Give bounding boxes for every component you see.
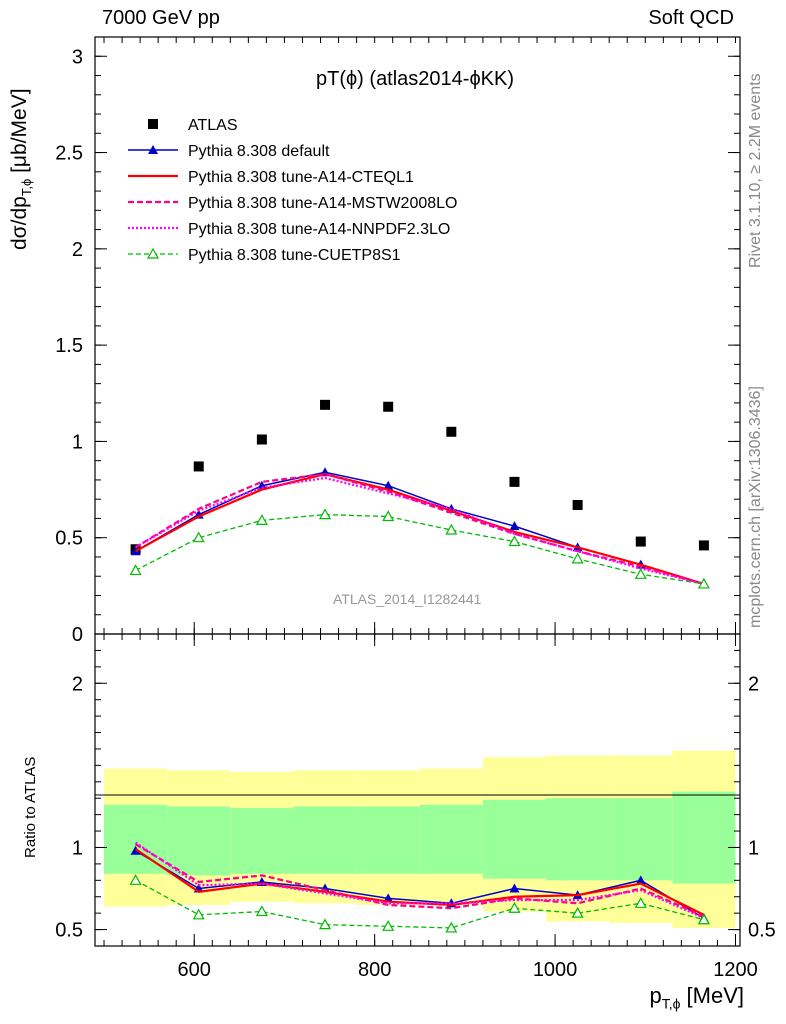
green-band-bin xyxy=(609,798,673,881)
ratio-y-tick-label-right: 2 xyxy=(748,673,759,695)
process-label: Soft QCD xyxy=(648,7,734,29)
main-y-tick-label: 2.5 xyxy=(55,143,83,165)
atlas-data-point xyxy=(256,434,267,445)
ratio-point-cuetp xyxy=(192,908,205,920)
main-point-default xyxy=(509,521,520,531)
atlas-data-point xyxy=(193,461,204,472)
axis-ticks: 0 0.5 1 1.5 2 2.5 3 0.5 0.5 1 1 2 2 600 800 1000 1200 xyxy=(55,36,776,981)
ratio-point-default xyxy=(635,875,646,885)
main-point-cuetp xyxy=(192,531,205,543)
main-y-tick-label: 1.5 xyxy=(55,335,83,357)
main-point-cuetp xyxy=(382,510,395,522)
main-point-cuetp xyxy=(445,523,458,535)
atlas-data-point xyxy=(446,426,457,437)
x-tick-label: 1000 xyxy=(533,959,578,981)
main-point-cuetp xyxy=(634,568,647,579)
ratio-y-tick-label: 2 xyxy=(72,673,83,695)
atlas-data-point xyxy=(698,540,709,551)
ratio-series-line-cteql1 xyxy=(134,848,705,916)
legend-label: Pythia 8.308 tune-A14-NNPDF2.3LO xyxy=(188,221,450,238)
green-band-bin xyxy=(293,806,357,874)
main-point-cuetp xyxy=(508,535,521,547)
green-band-bin xyxy=(419,804,483,874)
green-band-bin xyxy=(167,806,231,876)
green-band-bin xyxy=(546,798,610,881)
ratio-y-tick-label: 1 xyxy=(72,837,83,859)
plot-title: pT(ϕ) (atlas2014-ϕKK) xyxy=(315,68,515,90)
legend-label: Pythia 8.308 default xyxy=(188,143,330,160)
atlas-data-point xyxy=(635,536,646,547)
atlas-data-point xyxy=(320,399,331,410)
legend-label: Pythia 8.308 tune-CUETP8S1 xyxy=(188,247,401,264)
x-tick-label: 600 xyxy=(178,959,211,981)
ratio-point-cuetp xyxy=(508,901,521,913)
main-y-axis-label: dσ/dpT,ϕ [μb/MeV] xyxy=(8,88,35,250)
main-panel-series xyxy=(129,399,710,589)
legend-marker-cuetp xyxy=(146,247,160,259)
ratio-panel-series xyxy=(129,841,710,933)
main-series-line-mstw xyxy=(135,473,705,585)
ratio-point-cuetp xyxy=(697,913,710,925)
ratio-point-cuetp xyxy=(445,921,458,933)
main-point-cuetp xyxy=(319,508,332,520)
ratio-point-cuetp xyxy=(382,920,395,931)
ratio-y-axis-label: Ratio to ATLAS xyxy=(22,756,39,858)
main-point-cuetp xyxy=(697,577,710,589)
ratio-point-cuetp xyxy=(571,906,584,918)
legend: ATLAS Pythia 8.308 default Pythia 8.308 tu… xyxy=(128,117,457,264)
legend-marker-atlas xyxy=(148,119,158,129)
main-y-tick-label: 0.5 xyxy=(55,528,83,550)
green-band-bin xyxy=(230,808,294,874)
legend-marker-default xyxy=(148,145,158,154)
main-point-cuetp xyxy=(255,514,268,525)
main-series-line-nnpdf xyxy=(135,476,705,585)
green-band-bin xyxy=(672,791,736,884)
ratio-point-default xyxy=(509,883,520,893)
main-series-line-default xyxy=(135,471,705,585)
legend-label: Pythia 8.308 tune-A14-CTEQL1 xyxy=(188,169,414,186)
green-band-bin xyxy=(356,806,420,874)
main-point-default xyxy=(383,480,394,490)
main-y-tick-label: 2 xyxy=(72,239,83,261)
ratio-point-default xyxy=(383,893,394,903)
collision-energy-label: 7000 GeV pp xyxy=(102,7,220,29)
main-y-tick-label: 1 xyxy=(72,431,83,453)
main-series-line-cteql1 xyxy=(135,473,705,585)
analysis-watermark: ATLAS_2014_I1282441 xyxy=(333,591,482,607)
ratio-y-tick-label-right: 0.5 xyxy=(748,920,776,942)
ratio-y-tick-label-right: 1 xyxy=(748,837,759,859)
main-y-tick-label: 0 xyxy=(72,624,83,646)
legend-label: Pythia 8.308 tune-A14-MSTW2008LO xyxy=(188,195,457,212)
x-tick-label: 800 xyxy=(358,959,391,981)
ratio-panel-frame xyxy=(94,633,741,947)
legend-label: ATLAS xyxy=(188,117,238,134)
ratio-point-cuetp xyxy=(255,905,268,917)
atlas-data-point xyxy=(509,476,520,487)
atlas-data-point xyxy=(572,499,583,510)
main-point-cuetp xyxy=(129,564,142,576)
atlas-data-point xyxy=(383,401,394,412)
x-tick-label: 1200 xyxy=(713,959,758,981)
green-band-bin xyxy=(482,799,547,879)
ratio-series-line-nnpdf xyxy=(134,841,705,920)
ratio-point-cuetp xyxy=(319,918,332,930)
main-y-tick-label: 3 xyxy=(72,46,83,68)
main-series-line-cuetp xyxy=(135,513,705,585)
x-axis-label: pT,ϕ [MeV] xyxy=(649,983,744,1012)
rivet-version-label: Rivet 3.1.10, ≥ 2.2M events xyxy=(747,73,764,268)
mcplots-reference-label: mcplots.cern.ch [arXiv:1306.3436] xyxy=(747,386,764,628)
ratio-series-line-default xyxy=(135,850,705,919)
ratio-point-cuetp xyxy=(634,897,647,908)
main-point-cuetp xyxy=(571,552,584,564)
ratio-point-cuetp xyxy=(129,874,142,885)
ratio-y-tick-label: 0.5 xyxy=(55,920,83,942)
